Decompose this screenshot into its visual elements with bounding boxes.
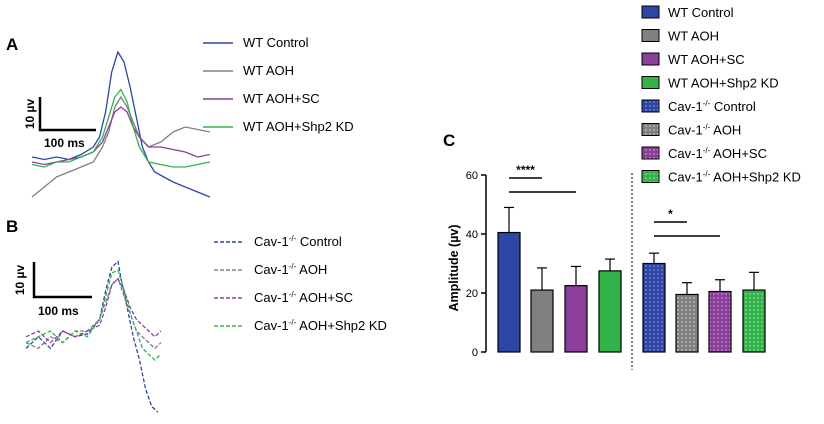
panel-letter-c: C <box>443 131 455 150</box>
c-y-tick-label: 0 <box>472 347 478 359</box>
c-legend-swatch-5 <box>641 99 660 113</box>
c-y-tick-label: 40 <box>466 229 478 241</box>
c-legend-swatch-7 <box>641 146 660 160</box>
legend-label-4: Cav-1-/- AOH+Shp2 KD <box>254 318 387 333</box>
c-legend-swatch-8 <box>641 170 660 183</box>
trace-1 <box>25 260 159 413</box>
c-legend-label-2: WT AOH <box>668 29 719 44</box>
panel-a-traces <box>31 50 211 198</box>
c-legend-label-7: Cav-1-/- AOH+SC <box>668 146 767 161</box>
c-y-axis: 0 20 40 60 <box>466 170 487 359</box>
legend-label-3: Cav-1-/- AOH+SC <box>254 290 353 305</box>
c-sig-label-2: * <box>668 207 673 221</box>
c-legend-swatch-3 <box>641 52 660 66</box>
legend-label-1: Cav-1-/- Control <box>254 234 342 249</box>
scalebar-b: 10 µv 100 ms <box>13 262 92 318</box>
c-legend-swatch-1 <box>641 5 660 19</box>
c-bar-6 <box>675 293 699 353</box>
trace-3 <box>31 106 211 166</box>
panel-a-legend: WT Control WT AOH WT AOH+SC WT AOH+Shp2 KD <box>203 35 354 134</box>
c-significance: ***** <box>509 163 720 237</box>
panel-b-traces <box>25 260 162 413</box>
scalebar-b-y-label: 10 µv <box>13 265 27 296</box>
panel-c-legend: WT Control WT AOH WT AOH+SC WT AOH+Shp2 KD C… <box>641 5 801 185</box>
c-bar-3 <box>564 285 588 353</box>
c-legend-label-4: WT AOH+Shp2 KD <box>668 76 779 91</box>
c-bar-1 <box>497 231 521 353</box>
trace-4 <box>25 269 162 361</box>
c-bar-2 <box>530 289 554 353</box>
legend-label-2: Cav-1-/- AOH <box>254 262 327 277</box>
c-legend-swatch-6 <box>641 123 660 136</box>
c-legend-label-6: Cav-1-/- AOH <box>668 123 741 138</box>
c-bar-4 <box>598 270 622 353</box>
scalebar-a-x-label: 100 ms <box>44 136 85 150</box>
panel-b-legend: Cav-1-/- Control Cav-1-/- AOH Cav-1-/- AOH… <box>214 234 387 333</box>
legend-label-3: WT AOH+SC <box>243 91 320 106</box>
c-sig-label-1: **** <box>516 163 535 177</box>
trace-3 <box>25 277 162 344</box>
c-legend-swatch-4 <box>641 76 660 89</box>
trace-2 <box>31 95 211 198</box>
trace-1 <box>31 50 211 198</box>
legend-label-4: WT AOH+Shp2 KD <box>243 119 354 134</box>
c-y-tick-label: 60 <box>466 170 478 182</box>
c-bars <box>497 173 766 370</box>
c-bar-5 <box>642 262 666 353</box>
c-legend-label-5: Cav-1-/- Control <box>668 99 756 114</box>
c-legend-label-3: WT AOH+SC <box>668 52 745 67</box>
scalebar-a-y-label: 10 µv <box>23 99 37 130</box>
panel-letter-b: B <box>6 217 18 236</box>
panel-letter-a: A <box>6 35 18 54</box>
c-legend-swatch-2 <box>641 29 660 42</box>
c-bar-8 <box>742 289 766 353</box>
trace-4 <box>31 88 211 168</box>
legend-label-2: WT AOH <box>243 63 294 78</box>
c-legend-label-1: WT Control <box>668 5 734 20</box>
scalebar-b-x-label: 100 ms <box>38 304 79 318</box>
legend-label-1: WT Control <box>243 35 309 50</box>
trace-2 <box>25 277 162 350</box>
c-bar-7 <box>708 290 732 353</box>
c-y-tick-label: 20 <box>466 288 478 300</box>
scalebar-a: 10 µv 100 ms <box>23 97 96 150</box>
c-legend-label-8: Cav-1-/- AOH+Shp2 KD <box>668 170 801 185</box>
c-y-axis-label: Amplitude (µv) <box>447 224 461 311</box>
